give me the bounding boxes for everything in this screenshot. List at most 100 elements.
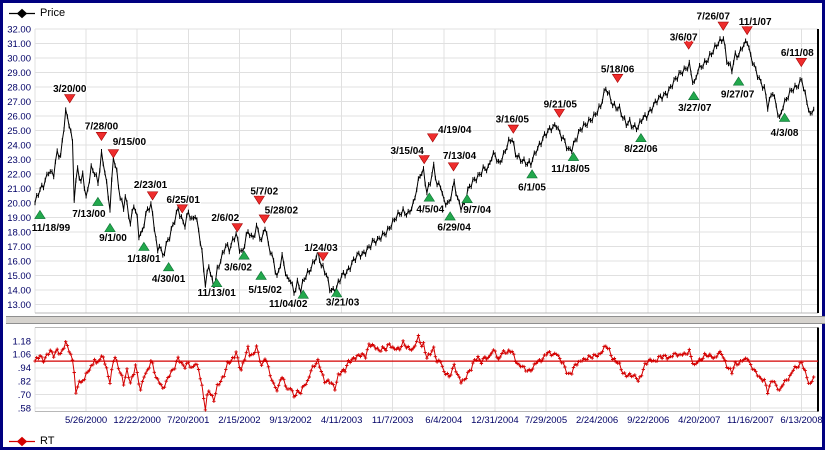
buy-signal: 6/29/04 — [436, 211, 472, 235]
price-y-tick-label: 20.00 — [7, 198, 31, 209]
buy-signal: 4/5/04 — [415, 192, 446, 217]
rt-legend-line-marker-icon — [9, 436, 35, 446]
buy-arrow-up-icon — [34, 209, 46, 219]
price-y-tick-label: 30.00 — [7, 53, 31, 64]
sell-arrow-down-icon — [176, 204, 188, 214]
sell-arrow-down-icon — [717, 21, 729, 31]
buy-signal: 11/04/02 — [268, 289, 309, 311]
buy-arrow-up-icon — [162, 262, 175, 272]
signal-date-label: 2/23/01 — [134, 180, 168, 191]
buy-arrow-up-icon — [778, 112, 791, 122]
buy-signal: 7/13/00 — [71, 196, 107, 221]
buy-arrow-up-icon — [688, 90, 700, 100]
rt-y-tick-label: .70 — [18, 390, 31, 401]
x-axis-date-label: 4/11/2003 — [321, 415, 363, 426]
buy-arrow-up-icon — [138, 241, 150, 251]
buy-signal: 5/15/02 — [247, 270, 283, 297]
buy-signal: 6/1/05 — [517, 169, 548, 195]
price-y-tick-label: 24.00 — [7, 140, 31, 151]
x-axis-date-label: 6/13/2008 — [780, 415, 822, 426]
panel-splitter[interactable] — [6, 316, 825, 324]
rt-legend-label: RT — [40, 435, 55, 447]
price-y-tick-label: 25.00 — [7, 126, 31, 137]
sell-signal: 5/28/02 — [258, 204, 300, 224]
signal-date-label: 3/6/02 — [224, 263, 252, 274]
signal-date-label: 6/11/08 — [781, 48, 814, 59]
signal-date-label: 11/13/01 — [197, 288, 236, 299]
price-y-tick-label: 16.00 — [7, 256, 31, 267]
signal-date-label: 7/26/07 — [697, 12, 731, 23]
sell-arrow-down-icon — [611, 74, 624, 84]
price-plot-area[interactable] — [35, 29, 818, 313]
rt-series-markers — [33, 333, 816, 412]
price-y-tick-label: 21.00 — [7, 184, 31, 195]
signal-date-label: 9/1/00 — [99, 233, 127, 244]
sell-signal: 1/24/03 — [303, 242, 339, 262]
sell-arrow-down-icon — [507, 124, 520, 134]
signal-date-label: 3/15/04 — [391, 146, 425, 157]
sell-signal: 7/28/00 — [84, 120, 120, 142]
buy-arrow-up-icon — [567, 151, 580, 161]
sell-signal: 7/13/04 — [442, 150, 478, 172]
sell-arrow-down-icon — [253, 195, 265, 205]
sell-signal: 6/25/01 — [165, 194, 202, 214]
price-y-tick-label: 14.00 — [7, 285, 31, 296]
signal-date-label: 9/21/05 — [544, 100, 578, 111]
buy-signal: 4/3/08 — [769, 112, 800, 140]
sell-arrow-down-icon — [64, 94, 76, 104]
price-legend[interactable]: Price — [9, 6, 65, 20]
gridlines — [34, 28, 818, 412]
signal-date-label: 3/6/07 — [670, 32, 698, 43]
x-axis-date-label: 12/31/2004 — [471, 415, 519, 426]
signal-date-label: 2/6/02 — [211, 213, 239, 224]
sell-signal: 3/6/07 — [669, 31, 699, 50]
sell-arrow-down-icon — [146, 191, 159, 201]
signal-date-label: 7/28/00 — [85, 122, 119, 133]
buy-arrow-up-icon — [526, 169, 538, 179]
sell-signal: 3/16/05 — [494, 113, 531, 134]
x-axis-date-label: 4/20/2007 — [678, 415, 720, 426]
signal-date-label: 6/25/01 — [167, 195, 201, 206]
signal-date-label: 6/29/04 — [437, 222, 471, 233]
rt-legend[interactable]: RT — [9, 434, 54, 448]
price-legend-line-marker-icon — [9, 8, 35, 18]
buy-arrow-up-icon — [461, 193, 473, 203]
buy-arrow-up-icon — [104, 222, 116, 232]
signal-date-label: 1/18/01 — [127, 254, 161, 265]
buy-signal: 9/27/07 — [720, 76, 756, 102]
buy-arrow-up-icon — [92, 196, 104, 206]
rt-y-tick-label: .82 — [18, 377, 31, 388]
rt-y-tick-label: .58 — [18, 403, 31, 414]
signal-date-label: 11/1/07 — [739, 17, 772, 28]
signal-date-label: 3/20/00 — [53, 84, 87, 95]
signal-date-label: 5/28/02 — [265, 205, 299, 216]
sell-arrow-down-icon — [317, 252, 329, 262]
buy-signal: 8/22/06 — [623, 132, 659, 156]
sell-signal: 3/15/04 — [389, 145, 430, 165]
buy-signal: 3/6/02 — [223, 250, 254, 275]
x-axis-date-label: 2/24/2006 — [576, 415, 618, 426]
chart-background: Price RT — [3, 3, 825, 448]
price-y-tick-label: 17.00 — [7, 242, 31, 253]
price-y-tick-label: 23.00 — [7, 155, 31, 166]
price-legend-label: Price — [40, 7, 66, 19]
sell-signal: 9/15/00 — [107, 136, 148, 159]
price-y-tick-label: 15.00 — [7, 271, 31, 282]
rt-y-tick-label: 1.06 — [13, 350, 32, 361]
sell-signal: 6/11/08 — [780, 47, 815, 68]
price-y-tick-label: 26.00 — [7, 111, 31, 122]
rt-y-tick-label: 1.18 — [13, 336, 32, 347]
signal-date-label: 3/27/07 — [678, 103, 712, 114]
sell-arrow-down-icon — [426, 133, 439, 143]
x-axis-date-label: 12/22/2000 — [113, 415, 161, 426]
signal-date-label: 4/30/01 — [152, 274, 186, 285]
x-axis-date-label: 7/20/2001 — [167, 415, 209, 426]
buy-signal: 3/27/07 — [677, 90, 713, 115]
buy-signal: 4/30/01 — [151, 262, 187, 286]
buy-arrow-up-icon — [330, 288, 343, 298]
x-axis-date-label: 11/16/2007 — [727, 415, 774, 426]
sell-signal: 2/23/01 — [133, 179, 169, 201]
buy-arrow-up-icon — [238, 250, 250, 260]
rt-plot-area[interactable] — [35, 328, 818, 412]
